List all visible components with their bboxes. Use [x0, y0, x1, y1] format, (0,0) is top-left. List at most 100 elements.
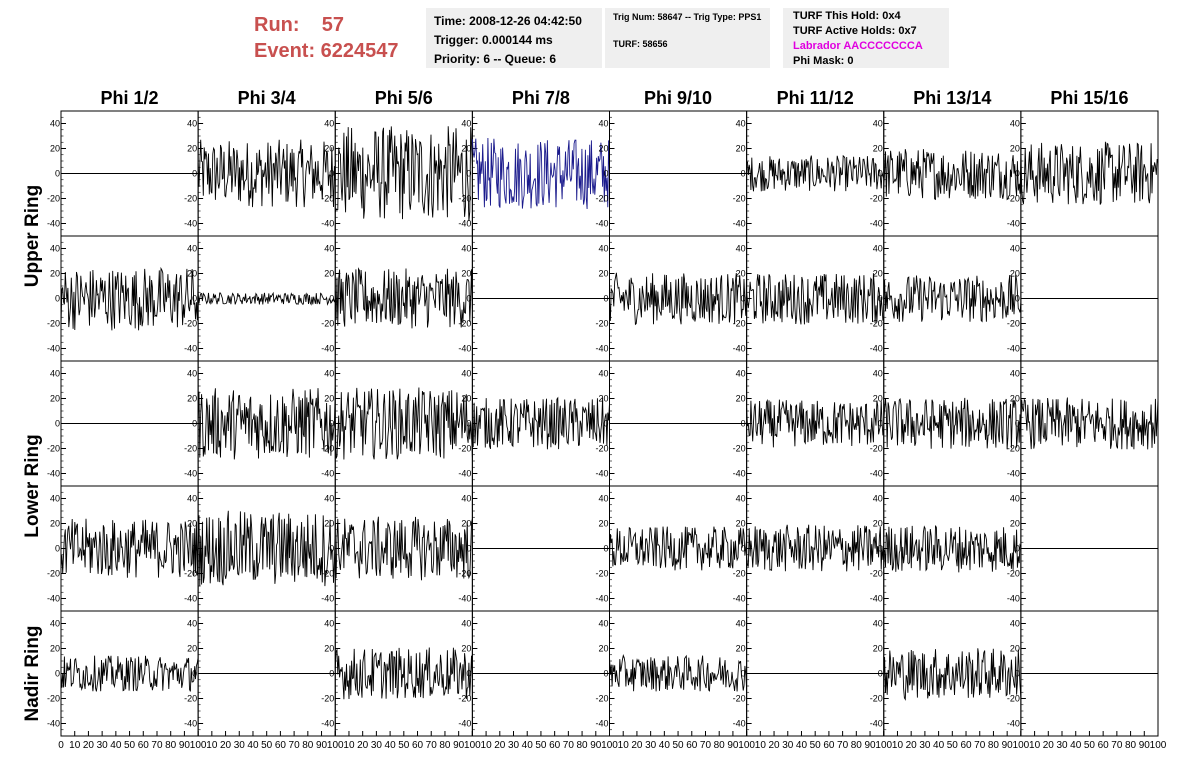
x-tick-label: 100: [190, 740, 207, 751]
x-tick-label: 100: [1013, 740, 1030, 751]
labrador-text: Labrador AACCCCCCCA: [793, 40, 923, 52]
x-tick-label: 20: [494, 740, 506, 751]
x-tick-label: 30: [782, 740, 794, 751]
y-tick-label: -40: [458, 344, 471, 354]
y-tick-label: -20: [870, 444, 883, 454]
y-tick-label: -40: [47, 719, 60, 729]
y-tick-label: 20: [324, 644, 334, 654]
y-tick-label: -20: [733, 319, 746, 329]
y-tick-label: 20: [187, 394, 197, 404]
y-tick-label: 0: [466, 294, 471, 304]
y-tick-label: -40: [47, 594, 60, 604]
y-tick-label: -20: [595, 319, 608, 329]
y-tick-label: -40: [184, 344, 197, 354]
y-tick-label: -40: [733, 219, 746, 229]
y-tick-label: 40: [461, 369, 471, 379]
y-tick-label: -40: [321, 219, 334, 229]
y-tick-label: -40: [458, 719, 471, 729]
waveform-trace: [746, 524, 885, 572]
x-tick-label: 100: [327, 740, 344, 751]
y-tick-label: 20: [873, 144, 883, 154]
x-tick-label: 80: [988, 740, 1000, 751]
waveform-trace: [334, 387, 473, 460]
x-tick-label: 90: [1002, 740, 1014, 751]
waveform-trace: [609, 653, 748, 692]
x-tick-label: 30: [97, 740, 109, 751]
x-tick-label: 100: [1150, 740, 1167, 751]
ring-label: Lower Ring: [22, 434, 43, 537]
waveform-trace: [334, 516, 473, 581]
y-tick-label: 40: [873, 119, 883, 129]
y-tick-label: 20: [461, 394, 471, 404]
y-tick-label: 40: [324, 119, 334, 129]
y-tick-label: 40: [461, 244, 471, 254]
y-tick-label: 20: [187, 269, 197, 279]
y-tick-label: -20: [184, 444, 197, 454]
x-tick-label: 10: [892, 740, 904, 751]
y-tick-label: 0: [55, 169, 60, 179]
y-tick-label: 20: [324, 269, 334, 279]
x-tick-label: 30: [919, 740, 931, 751]
waveform-trace: [197, 139, 336, 208]
y-tick-label: -40: [184, 469, 197, 479]
ring-label: Upper Ring: [22, 185, 43, 287]
y-tick-label: -20: [321, 319, 334, 329]
x-tick-label: 50: [673, 740, 685, 751]
x-tick-label: 80: [1125, 740, 1137, 751]
time-info-box: Time: 2008-12-26 04:42:50 Trigger: 0.000…: [426, 8, 602, 68]
y-tick-label: -20: [1007, 569, 1020, 579]
x-tick-label: 60: [823, 740, 835, 751]
y-tick-label: 0: [1015, 294, 1020, 304]
y-tick-label: 40: [736, 244, 746, 254]
y-tick-label: -40: [458, 469, 471, 479]
y-tick-label: 40: [324, 619, 334, 629]
y-tick-label: 20: [736, 519, 746, 529]
y-tick-label: 0: [603, 669, 608, 679]
y-tick-label: 40: [598, 369, 608, 379]
column-header: Phi 11/12: [777, 88, 854, 108]
y-tick-label: -20: [870, 694, 883, 704]
x-tick-label: 70: [289, 740, 301, 751]
y-tick-label: -40: [870, 719, 883, 729]
x-tick-label: 80: [851, 740, 863, 751]
y-tick-label: 20: [598, 519, 608, 529]
column-header: Phi 1/2: [101, 88, 159, 108]
y-tick-label: -20: [47, 444, 60, 454]
waveform-trace: [334, 267, 473, 329]
x-tick-label: 50: [1084, 740, 1096, 751]
x-tick-label: 60: [960, 740, 972, 751]
y-tick-label: -20: [733, 444, 746, 454]
turf-hold-text: TURF This Hold: 0x4: [793, 10, 901, 22]
x-tick-label: 50: [124, 740, 136, 751]
y-tick-label: -20: [1007, 319, 1020, 329]
y-tick-label: -40: [1007, 469, 1020, 479]
y-tick-label: -40: [870, 344, 883, 354]
y-tick-label: 0: [878, 169, 883, 179]
waveform-trace: [60, 655, 199, 692]
x-tick-label: 10: [343, 740, 355, 751]
y-tick-label: 40: [187, 619, 197, 629]
y-tick-label: -40: [595, 344, 608, 354]
y-tick-label: 0: [329, 169, 334, 179]
x-tick-label: 40: [933, 740, 945, 751]
y-tick-label: 20: [461, 144, 471, 154]
y-tick-label: -20: [458, 319, 471, 329]
y-tick-label: 0: [329, 294, 334, 304]
waveform-trace: [883, 397, 1022, 450]
y-tick-label: -40: [870, 469, 883, 479]
x-tick-label: 90: [316, 740, 328, 751]
y-tick-label: 0: [466, 669, 471, 679]
turf-info-box: TURF This Hold: 0x4 TURF Active Holds: 0…: [783, 8, 949, 68]
y-tick-label: -20: [458, 194, 471, 204]
y-tick-label: 20: [50, 394, 60, 404]
x-tick-label: 40: [110, 740, 122, 751]
y-tick-label: 20: [187, 519, 197, 529]
waveform-trace: [1020, 141, 1159, 205]
run-label: Run: 57: [254, 14, 345, 36]
y-tick-label: -40: [458, 219, 471, 229]
x-tick-label: 40: [796, 740, 808, 751]
x-tick-label: 40: [522, 740, 534, 751]
x-tick-label: 30: [1056, 740, 1068, 751]
y-tick-label: 0: [1015, 419, 1020, 429]
y-tick-label: -40: [870, 594, 883, 604]
